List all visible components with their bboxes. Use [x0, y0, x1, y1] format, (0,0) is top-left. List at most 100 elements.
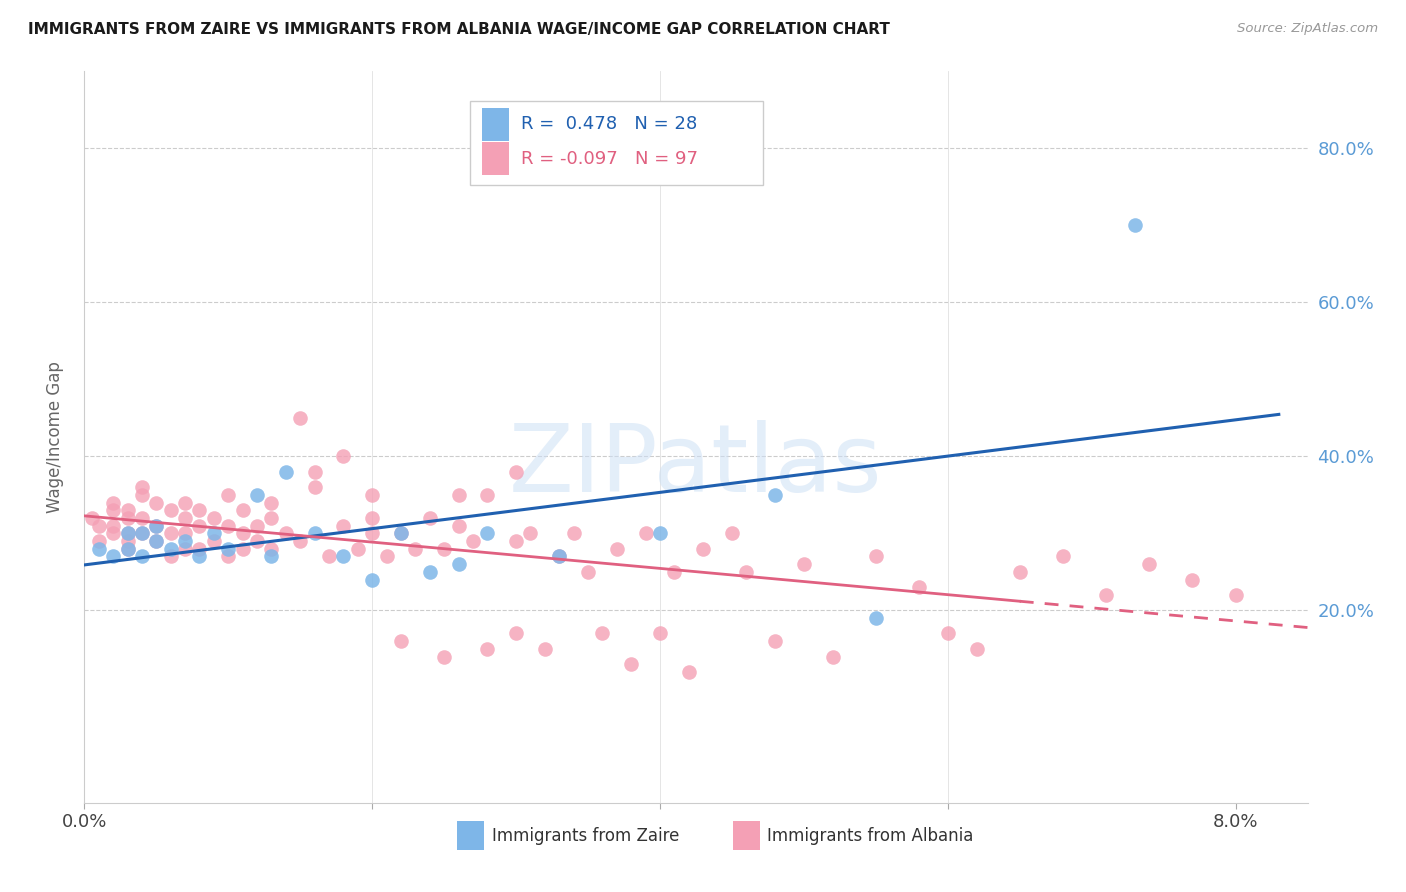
Point: [131, 511, 153, 525]
Point: [174, 541, 197, 556]
Point: [202, 511, 225, 525]
Text: R = -0.097   N = 97: R = -0.097 N = 97: [522, 150, 697, 168]
Point: [117, 526, 139, 541]
Point: [389, 634, 412, 648]
Point: [246, 488, 269, 502]
Point: [332, 518, 354, 533]
Point: [620, 657, 643, 672]
Point: [793, 557, 815, 571]
Point: [159, 549, 181, 564]
Point: [678, 665, 700, 679]
Point: [519, 526, 541, 541]
Point: [117, 503, 139, 517]
Point: [865, 549, 887, 564]
Y-axis label: Wage/Income Gap: Wage/Income Gap: [45, 361, 63, 513]
Point: [548, 549, 571, 564]
Point: [447, 557, 470, 571]
Point: [346, 541, 368, 556]
Point: [131, 549, 153, 564]
Point: [389, 526, 412, 541]
Point: [865, 611, 887, 625]
Point: [87, 518, 110, 533]
Point: [101, 526, 124, 541]
Point: [908, 580, 931, 594]
Point: [332, 549, 354, 564]
Point: [174, 495, 197, 509]
Point: [217, 541, 239, 556]
Point: [131, 526, 153, 541]
Point: [763, 488, 786, 502]
Point: [232, 503, 254, 517]
Point: [534, 641, 557, 656]
Point: [131, 526, 153, 541]
Point: [202, 534, 225, 549]
Point: [477, 488, 499, 502]
Point: [389, 526, 412, 541]
Bar: [733, 821, 759, 850]
Point: [117, 541, 139, 556]
Bar: [482, 108, 509, 141]
Point: [447, 518, 470, 533]
Point: [174, 511, 197, 525]
Point: [260, 511, 283, 525]
Point: [246, 518, 269, 533]
Point: [145, 495, 167, 509]
Point: [304, 526, 326, 541]
Point: [217, 549, 239, 564]
Point: [80, 511, 103, 525]
Point: [131, 488, 153, 502]
Text: Immigrants from Albania: Immigrants from Albania: [766, 827, 973, 845]
Point: [304, 465, 326, 479]
Point: [821, 649, 844, 664]
Point: [188, 541, 211, 556]
Point: [1008, 565, 1031, 579]
Point: [461, 534, 484, 549]
Point: [447, 488, 470, 502]
Text: ZIPatlas: ZIPatlas: [509, 420, 883, 512]
Point: [260, 549, 283, 564]
Point: [664, 565, 686, 579]
FancyBboxPatch shape: [470, 101, 763, 185]
Point: [101, 495, 124, 509]
Point: [433, 649, 456, 664]
Point: [260, 541, 283, 556]
Point: [648, 626, 671, 640]
Point: [361, 573, 384, 587]
Point: [101, 518, 124, 533]
Point: [1123, 219, 1146, 233]
Point: [966, 641, 988, 656]
Point: [174, 526, 197, 541]
Point: [763, 634, 786, 648]
Point: [648, 526, 671, 541]
Point: [117, 534, 139, 549]
Point: [117, 511, 139, 525]
Point: [217, 518, 239, 533]
Point: [419, 511, 441, 525]
Point: [101, 549, 124, 564]
Point: [304, 480, 326, 494]
Point: [232, 526, 254, 541]
Point: [260, 495, 283, 509]
Point: [318, 549, 340, 564]
Point: [202, 526, 225, 541]
Bar: [482, 143, 509, 175]
Point: [1137, 557, 1160, 571]
Point: [188, 549, 211, 564]
Point: [433, 541, 456, 556]
Point: [159, 526, 181, 541]
Point: [87, 541, 110, 556]
Point: [692, 541, 714, 556]
Point: [1181, 573, 1204, 587]
Point: [145, 518, 167, 533]
Point: [145, 534, 167, 549]
Point: [505, 465, 527, 479]
Point: [117, 541, 139, 556]
Point: [232, 541, 254, 556]
Point: [505, 626, 527, 640]
Point: [290, 534, 312, 549]
Point: [217, 488, 239, 502]
Point: [131, 480, 153, 494]
Point: [936, 626, 959, 640]
Text: R =  0.478   N = 28: R = 0.478 N = 28: [522, 115, 697, 133]
Point: [477, 641, 499, 656]
